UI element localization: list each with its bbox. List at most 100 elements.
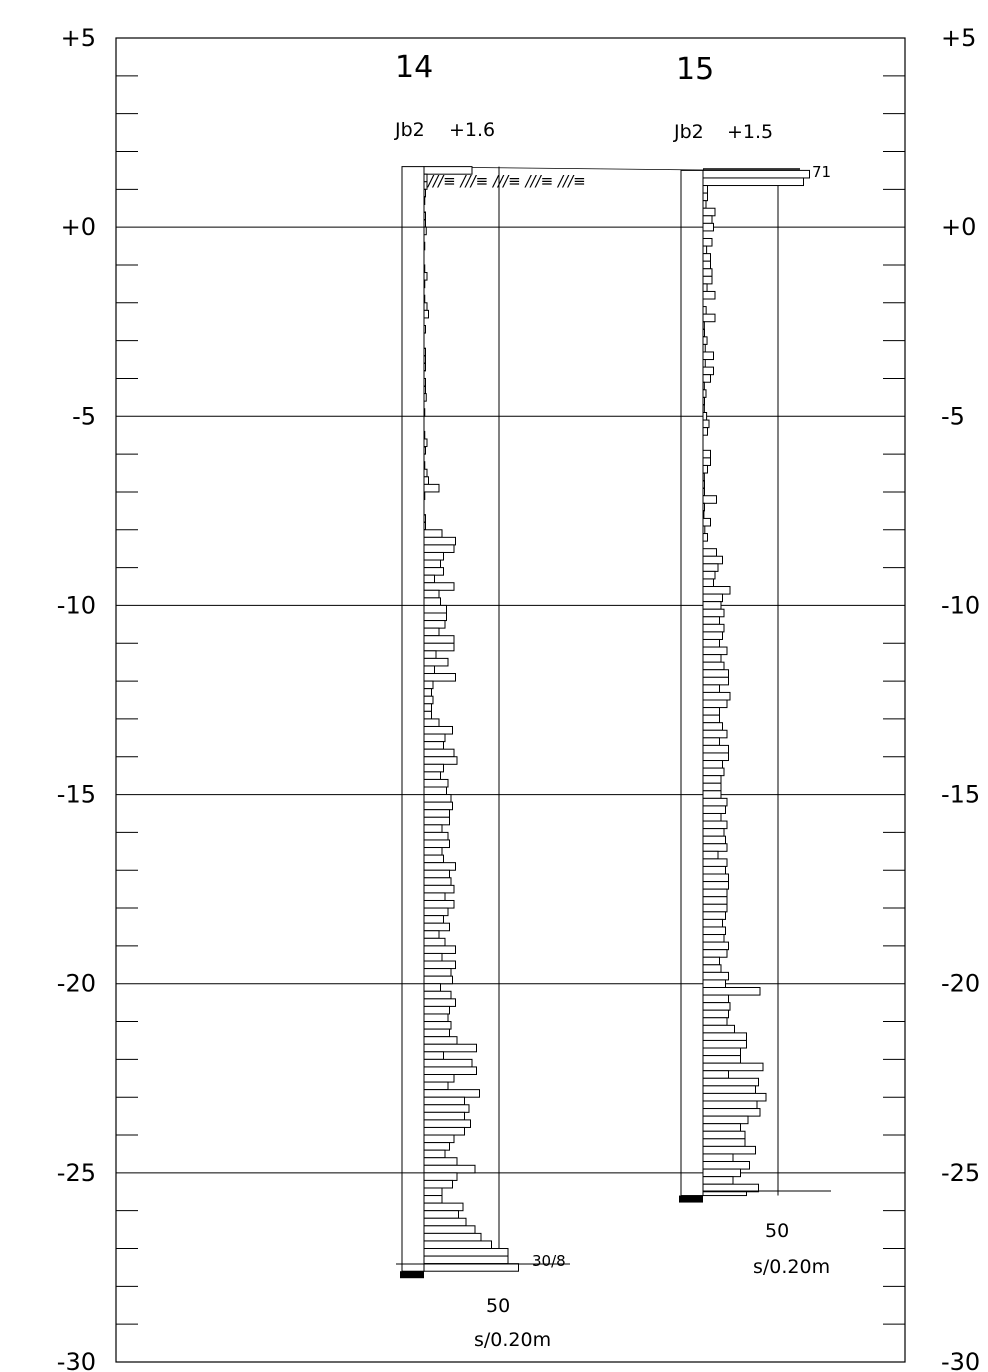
resistance-bar [702, 729, 728, 739]
resistance-bar [423, 362, 426, 372]
resistance-bar [423, 620, 446, 629]
resistance-bar [423, 922, 450, 932]
resistance-bar [423, 1021, 452, 1030]
resistance-bar [423, 952, 443, 962]
sounding-14-scale-value: 50 [486, 1295, 510, 1317]
resistance-bar [702, 502, 705, 512]
resistance-bar [702, 200, 707, 209]
resistance-bar [702, 404, 705, 414]
resistance-bar [702, 1055, 741, 1064]
resistance-bar [702, 1138, 746, 1147]
resistance-bar [423, 854, 444, 864]
resistance-bar [423, 1263, 519, 1272]
resistance-bar [702, 1153, 734, 1163]
resistance-bar [423, 824, 443, 833]
resistance-bar [423, 559, 441, 569]
resistance-bar [702, 661, 725, 671]
resistance-bar [702, 843, 728, 852]
resistance-bar [702, 949, 728, 958]
resistance-bar [702, 1047, 741, 1057]
resistance-bar [702, 517, 711, 527]
resistance-bar [702, 593, 723, 603]
resistance-bar [423, 1043, 477, 1053]
resistance-bar [702, 896, 728, 905]
depth-ticks [116, 75, 905, 1325]
resistance-bar [423, 1149, 446, 1159]
resistance-bar [423, 794, 452, 803]
resistance-bar [423, 665, 435, 675]
resistance-bar [702, 495, 717, 504]
resistance-bar [702, 449, 711, 459]
resistance-bar [423, 673, 456, 682]
resistance-bar [423, 1255, 509, 1265]
depth-label-right: -25 [941, 1159, 980, 1187]
resistance-bar [423, 960, 456, 970]
resistance-bar [702, 169, 810, 179]
resistance-bar [423, 1172, 458, 1181]
resistance-bar [423, 1119, 471, 1128]
diagram-frame [115, 37, 906, 1363]
resistance-bar [702, 253, 711, 262]
resistance-bar [423, 211, 426, 221]
resistance-bar [702, 707, 720, 716]
resistance-bar [702, 1191, 747, 1197]
resistance-bar [423, 907, 449, 917]
sounding-14-id: 14 [395, 50, 433, 85]
resistance-bar [702, 427, 708, 436]
resistance-bar [702, 979, 726, 988]
resistance-bar [702, 941, 729, 951]
resistance-bar [423, 1028, 450, 1038]
depth-label-left: -20 [57, 970, 96, 998]
resistance-bar [423, 604, 447, 614]
resistance-bar [702, 767, 725, 777]
resistance-bar [702, 555, 723, 565]
resistance-bar [702, 646, 728, 656]
resistance-bar [423, 536, 456, 546]
resistance-bar [702, 1002, 731, 1011]
resistance-bar [423, 468, 428, 478]
resistance-bar [423, 763, 444, 773]
resistance-bar [423, 718, 440, 727]
resistance-bar [423, 680, 434, 690]
resistance-bar [702, 1085, 756, 1094]
resistance-bar [702, 359, 706, 368]
resistance-bar [423, 347, 426, 357]
resistance-bar [423, 491, 426, 501]
resistance-bar [423, 430, 426, 440]
resistance-bar [423, 188, 426, 198]
resistance-bar [702, 313, 716, 323]
resistance-bar [423, 1005, 450, 1015]
resistance-bar [423, 1225, 476, 1234]
resistance-bar [702, 525, 706, 535]
resistance-bar [702, 237, 713, 247]
resistance-bar [702, 207, 716, 217]
resistance-bar [423, 975, 453, 985]
resistance-bar [702, 1115, 749, 1125]
resistance-bar [702, 1130, 746, 1140]
resistance-bar [702, 654, 722, 663]
resistance-bar [423, 1081, 449, 1091]
resistance-bar [702, 1145, 756, 1155]
resistance-bar [702, 918, 723, 928]
resistance-bar [423, 642, 455, 652]
resistance-bar [423, 968, 452, 977]
resistance-bar [423, 181, 428, 190]
depth-axis-left: +5 +0 -5 -10 -15 -20 -25 -30 [57, 24, 96, 1372]
resistance-bar [423, 1187, 443, 1197]
resistance-bar [423, 816, 450, 826]
depth-label-left: -10 [57, 591, 96, 619]
depth-label-left: +0 [61, 213, 96, 241]
resistance-bar [702, 1092, 767, 1102]
resistance-bar [702, 805, 726, 814]
resistance-bar [423, 272, 428, 281]
resistance-bar [423, 1066, 477, 1076]
resistance-bar [702, 563, 719, 572]
resistance-bar [702, 457, 711, 466]
depth-label-right: -5 [941, 402, 965, 430]
resistance-bar [702, 1032, 747, 1041]
resistance-bar [702, 760, 723, 769]
resistance-bar [423, 476, 429, 485]
stop-marker [679, 1195, 703, 1203]
depth-label-left: -15 [57, 781, 96, 809]
resistance-bar [423, 1036, 458, 1045]
